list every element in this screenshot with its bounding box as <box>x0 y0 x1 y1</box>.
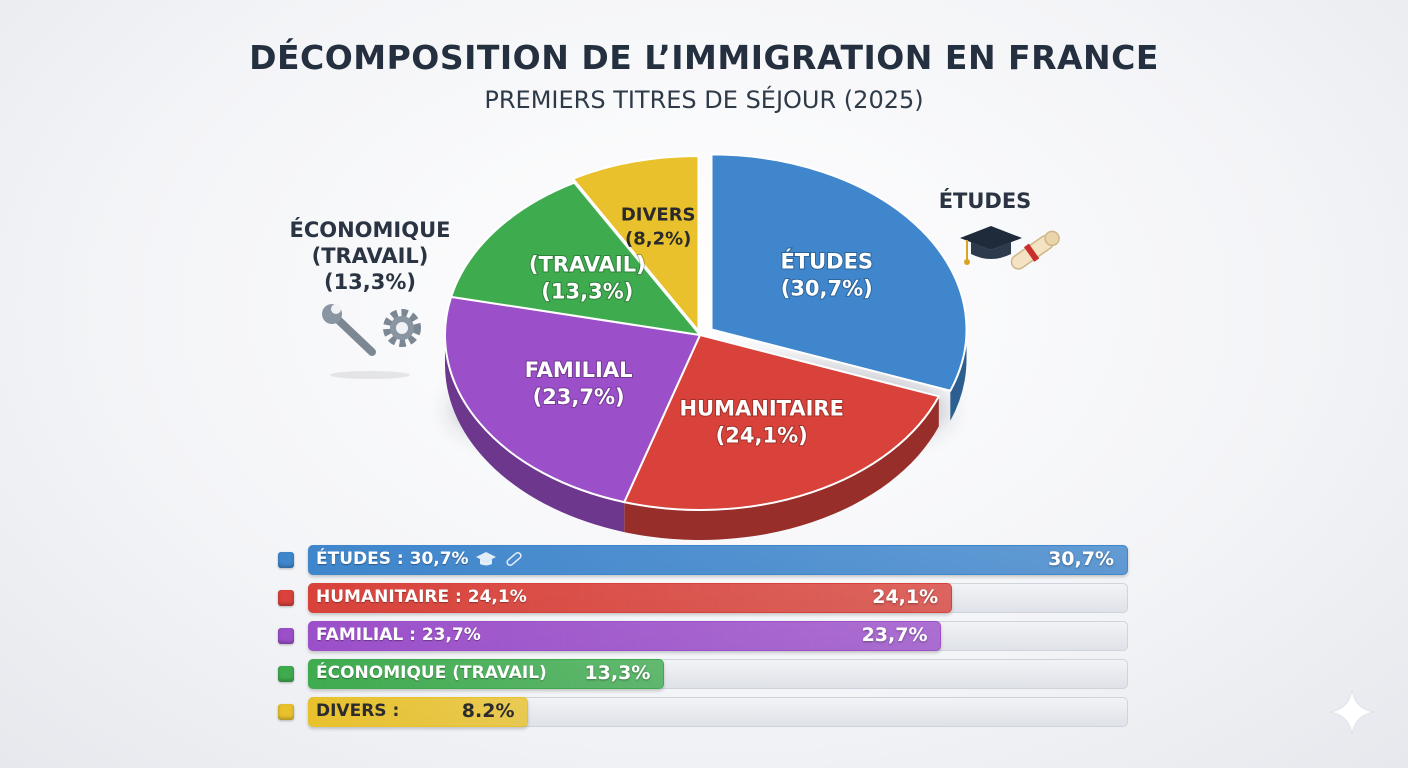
diploma-icon <box>1010 230 1060 270</box>
side-label-line: ÉCONOMIQUE <box>289 218 451 242</box>
pie-label-economique: (13,3%) <box>541 280 633 304</box>
bar-row-etudes: ÉTUDES : 30,7% 30,7% <box>278 545 1128 575</box>
chart-title: DÉCOMPOSITION DE L’IMMIGRATION EN FRANCE <box>249 38 1159 77</box>
side-label-line: (TRAVAIL) <box>311 244 429 268</box>
wrench-icon <box>322 304 376 356</box>
bar-swatch <box>278 704 294 720</box>
bar-row-humanitaire: HUMANITAIRE : 24,1% 24,1% <box>278 583 1128 613</box>
bar-list: ÉTUDES : 30,7% 30,7% HUMANITAIRE : 24,1% 24… <box>278 545 1128 735</box>
pie-label-familial: (23,7%) <box>533 385 625 409</box>
bar-label: ÉCONOMIQUE (TRAVAIL) <box>316 663 547 683</box>
pie-label-etudes: ÉTUDES <box>780 248 873 273</box>
bar-fill <box>308 697 529 727</box>
gear-icon <box>383 309 421 347</box>
side-label-etudes: ÉTUDES <box>938 189 1032 213</box>
chart-subtitle: PREMIERS TITRES DE SÉJOUR (2025) <box>484 86 924 114</box>
bar-value: 30,7% <box>1048 548 1114 570</box>
pie-slice-economique <box>449 181 703 337</box>
bar-row-familial: FAMILIAL : 23,7% 23,7% <box>278 621 1128 651</box>
bar-swatch <box>278 666 294 682</box>
bar-value: 13,3% <box>584 662 651 684</box>
side-label-economique: ÉCONOMIQUE (TRAVAIL) (13,3%) <box>270 217 470 295</box>
side-label-line: (13,3%) <box>323 270 417 294</box>
bar-label: HUMANITAIRE : 24,1% <box>316 587 527 607</box>
pie-label-humanitaire: (24,1%) <box>716 423 808 447</box>
bar-swatch <box>278 552 294 568</box>
sparkle-icon <box>1329 689 1375 735</box>
pie-slice-etudes <box>710 153 968 392</box>
graduation-cap-icon <box>960 226 1022 265</box>
pie-slice-familial <box>444 295 702 504</box>
bar-value: 23,7% <box>861 624 928 646</box>
bar-value: 8.2% <box>461 700 515 722</box>
bar-fill <box>308 583 953 613</box>
bar-swatch <box>278 590 294 606</box>
pie-slice-divers <box>571 154 700 334</box>
pie-chart: ÉTUDES (30,7%) HUMANITAIRE (24,1%) FAMILIAL (… <box>444 153 968 540</box>
bar-value: 24,1% <box>872 586 939 608</box>
pie-slice-humanitaire <box>622 333 941 511</box>
bar-fill <box>308 659 665 689</box>
bar-row-divers: DIVERS : 8.2% <box>278 697 1128 727</box>
pie-label-humanitaire: HUMANITAIRE <box>679 396 843 420</box>
pie-side-familial <box>445 335 625 533</box>
bar-label: FAMILIAL : 23,7% <box>316 625 481 645</box>
bar-label: ÉTUDES : 30,7% <box>316 549 469 569</box>
study-icons <box>960 226 1060 270</box>
graduation-cap-icon <box>476 552 522 566</box>
pie-label-familial: FAMILIAL <box>525 358 633 382</box>
pie-label-etudes: (30,7%) <box>781 276 873 300</box>
bar-label: DIVERS : <box>316 701 400 721</box>
bar-fill <box>308 545 1128 575</box>
pie-label-divers: (8,2%) <box>625 228 691 249</box>
bar-swatch <box>278 628 294 644</box>
bar-row-economique: ÉCONOMIQUE (TRAVAIL) 13,3% <box>278 659 1128 689</box>
bar-fill <box>308 621 942 651</box>
pie-side-humanitaire <box>624 396 939 540</box>
tools-icons <box>322 304 421 379</box>
pie-label-divers: DIVERS <box>621 204 696 225</box>
pie-label-economique: (TRAVAIL) <box>529 253 646 277</box>
